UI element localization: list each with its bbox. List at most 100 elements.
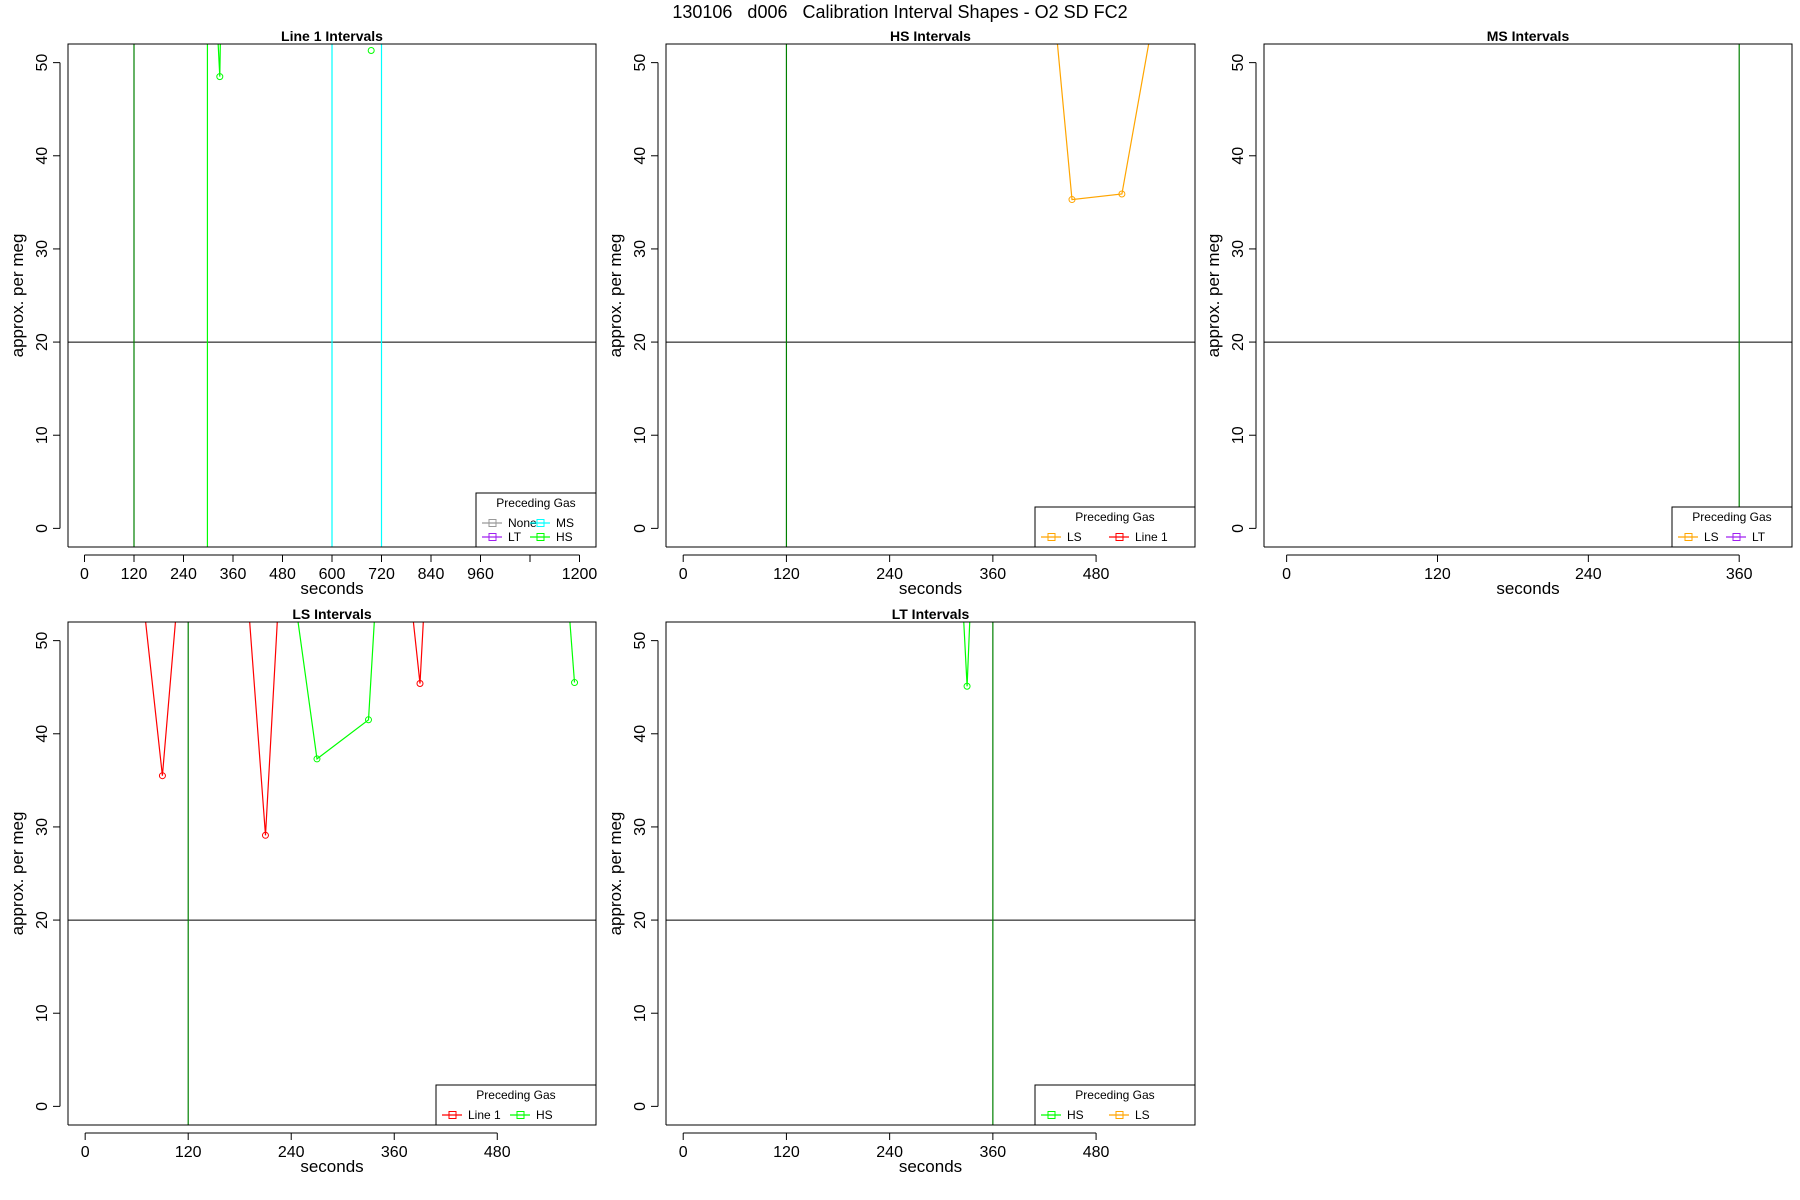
legend-label: Line 1 bbox=[468, 1108, 501, 1122]
data-point bbox=[216, 73, 224, 81]
legend-swatch-marker bbox=[1732, 533, 1741, 541]
data-point bbox=[1118, 190, 1126, 198]
y-axis-label: approx. per meg bbox=[606, 234, 625, 358]
y-tick-label: 10 bbox=[632, 426, 649, 444]
panel-2: HS Intervals 0 120 240 360 480 seconds 0 10 20 30 4… bbox=[606, 28, 1196, 598]
x-axis-label: seconds bbox=[300, 1157, 363, 1176]
x-tick-label: 960 bbox=[467, 566, 494, 583]
legend-title: Preceding Gas bbox=[476, 1088, 555, 1102]
figure-title: 130106 d006 Calibration Interval Shapes … bbox=[672, 2, 1128, 22]
y-tick-label: 40 bbox=[34, 725, 51, 743]
plot-frame bbox=[67, 43, 597, 547]
x-axis-label: seconds bbox=[1496, 579, 1559, 598]
panel-title: Line 1 Intervals bbox=[281, 28, 383, 44]
series-line-hs bbox=[217, 44, 221, 77]
data-point bbox=[367, 47, 375, 55]
legend-swatch-marker bbox=[536, 519, 545, 527]
x-axis-label: seconds bbox=[899, 1157, 962, 1176]
x-tick-label: 0 bbox=[80, 566, 89, 583]
y-tick-label: 20 bbox=[632, 911, 649, 929]
x-tick-label: 360 bbox=[1726, 566, 1753, 583]
legend-label: HS bbox=[556, 530, 573, 544]
legend-label: HS bbox=[1067, 1108, 1084, 1122]
x-tick-label: 240 bbox=[278, 1144, 305, 1161]
y-axis-label: approx. per meg bbox=[606, 812, 625, 936]
data-point bbox=[571, 679, 579, 687]
y-axis-label: approx. per meg bbox=[8, 812, 27, 936]
x-tick-label: 480 bbox=[1083, 566, 1110, 583]
legend-swatch-marker bbox=[448, 1111, 457, 1119]
legend-label: LT bbox=[1752, 530, 1766, 544]
y-axis-label: approx. per meg bbox=[8, 234, 27, 358]
x-tick-label: 120 bbox=[121, 566, 148, 583]
y-tick-label: 40 bbox=[632, 147, 649, 165]
legend-swatch-marker bbox=[1047, 1111, 1056, 1119]
x-tick-label: 240 bbox=[1575, 566, 1602, 583]
legend-label: MS bbox=[556, 516, 574, 530]
data-point bbox=[313, 755, 321, 763]
plot-frame bbox=[67, 621, 597, 1125]
plot-frame bbox=[665, 621, 1196, 1125]
data-point bbox=[364, 716, 372, 724]
legend-label: Line 1 bbox=[1135, 530, 1168, 544]
plot-frame bbox=[1263, 43, 1793, 547]
legend: Preceding Gas None MS LT HS bbox=[475, 492, 597, 548]
legend-swatch-marker bbox=[536, 533, 545, 541]
plot-frame bbox=[665, 43, 1196, 547]
legend: Preceding Gas Line 1 HS bbox=[435, 1084, 597, 1126]
panel-4: LS Intervals 0 120 240 360 480 seconds 0 10 20 30 4… bbox=[8, 606, 597, 1176]
panel-3: MS Intervals 0 120 240 360 seconds 0 10 20 30 40 50… bbox=[1204, 28, 1793, 598]
y-tick-label: 50 bbox=[632, 632, 649, 650]
y-tick-label: 10 bbox=[1230, 426, 1247, 444]
y-tick-label: 0 bbox=[632, 1102, 649, 1111]
y-tick-label: 50 bbox=[34, 632, 51, 650]
x-tick-label: 360 bbox=[980, 566, 1007, 583]
x-axis-label: seconds bbox=[300, 579, 363, 598]
y-tick-label: 10 bbox=[34, 426, 51, 444]
y-tick-label: 40 bbox=[1230, 147, 1247, 165]
series-line-ls bbox=[1056, 44, 1150, 201]
legend: Preceding Gas LS Line 1 bbox=[1034, 506, 1196, 548]
y-tick-label: 50 bbox=[632, 54, 649, 72]
legend-swatch-marker bbox=[1684, 533, 1693, 541]
x-tick-label: 0 bbox=[679, 566, 688, 583]
legend: Preceding Gas HS LS bbox=[1034, 1084, 1196, 1126]
legend-swatch-marker bbox=[1047, 533, 1056, 541]
legend-label: LS bbox=[1135, 1108, 1150, 1122]
panel-title: HS Intervals bbox=[890, 28, 971, 44]
x-tick-label: 480 bbox=[484, 1144, 511, 1161]
data-point bbox=[1068, 196, 1076, 204]
series-line-hs bbox=[297, 622, 375, 760]
panel-5: LT Intervals 0 120 240 360 480 seconds 0 10 20 30 4… bbox=[606, 606, 1196, 1176]
series-line-hs bbox=[569, 622, 576, 683]
data-point bbox=[963, 682, 971, 690]
x-tick-label: 840 bbox=[418, 566, 445, 583]
legend-label: None bbox=[508, 516, 537, 530]
y-tick-label: 40 bbox=[34, 147, 51, 165]
data-point bbox=[261, 831, 269, 839]
y-tick-label: 30 bbox=[34, 240, 51, 258]
plot-area bbox=[1264, 44, 1792, 547]
panel-title: LS Intervals bbox=[292, 606, 372, 622]
legend-label: LT bbox=[508, 530, 522, 544]
x-tick-label: 720 bbox=[368, 566, 395, 583]
y-axis-label: approx. per meg bbox=[1204, 234, 1223, 358]
plot-area bbox=[666, 622, 1195, 1125]
data-point bbox=[416, 679, 424, 687]
y-tick-label: 30 bbox=[34, 818, 51, 836]
y-tick-label: 10 bbox=[632, 1004, 649, 1022]
x-tick-label: 120 bbox=[175, 1144, 202, 1161]
y-tick-label: 0 bbox=[34, 524, 51, 533]
legend: Preceding Gas LS LT bbox=[1671, 506, 1793, 548]
x-tick-label: 0 bbox=[81, 1144, 90, 1161]
plot-area bbox=[68, 622, 596, 1125]
y-tick-label: 20 bbox=[632, 333, 649, 351]
x-tick-label: 480 bbox=[269, 566, 296, 583]
legend-title: Preceding Gas bbox=[1075, 510, 1154, 524]
plot-area bbox=[666, 44, 1195, 547]
data-point bbox=[158, 772, 166, 780]
panel-title: MS Intervals bbox=[1487, 28, 1570, 44]
x-tick-label: 240 bbox=[876, 1144, 903, 1161]
y-tick-label: 30 bbox=[632, 818, 649, 836]
x-tick-label: 600 bbox=[319, 566, 346, 583]
